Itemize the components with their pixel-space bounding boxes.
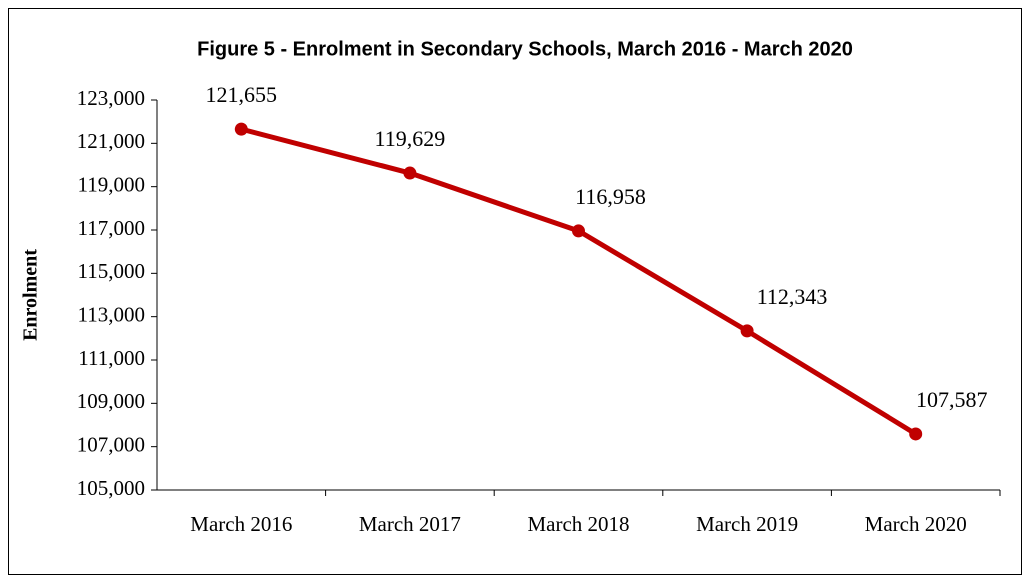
data-label: 112,343: [757, 284, 828, 309]
data-label: 121,655: [206, 82, 278, 107]
y-tick-label: 109,000: [77, 389, 145, 413]
marker: [572, 224, 585, 238]
chart-title: Figure 5 - Enrolment in Secondary School…: [197, 38, 853, 60]
marker: [403, 166, 417, 180]
y-tick-label: 121,000: [77, 129, 145, 153]
x-tick-label: March 2019: [696, 512, 798, 536]
y-tick-label: 105,000: [77, 476, 145, 500]
data-label: 119,629: [375, 126, 446, 151]
y-tick-label: 113,000: [78, 302, 145, 326]
marker: [234, 122, 248, 136]
y-axis-label: Enrolment: [20, 249, 42, 341]
y-tick-label: 123,000: [77, 86, 145, 110]
x-tick-label: March 2016: [190, 512, 292, 536]
x-tick-label: March 2017: [359, 512, 461, 536]
data-label: 116,958: [575, 184, 646, 209]
marker: [740, 324, 754, 338]
data-label: 107,587: [916, 387, 988, 412]
y-tick-label: 117,000: [78, 216, 145, 240]
x-tick-label: March 2018: [527, 512, 629, 536]
y-tick-label: 115,000: [78, 259, 145, 283]
y-tick-label: 119,000: [78, 172, 145, 196]
chart-border: [8, 8, 1022, 575]
y-tick-label: 107,000: [77, 432, 145, 456]
x-tick-label: March 2020: [865, 512, 967, 536]
y-tick-label: 111,000: [78, 346, 145, 370]
marker: [909, 427, 923, 441]
